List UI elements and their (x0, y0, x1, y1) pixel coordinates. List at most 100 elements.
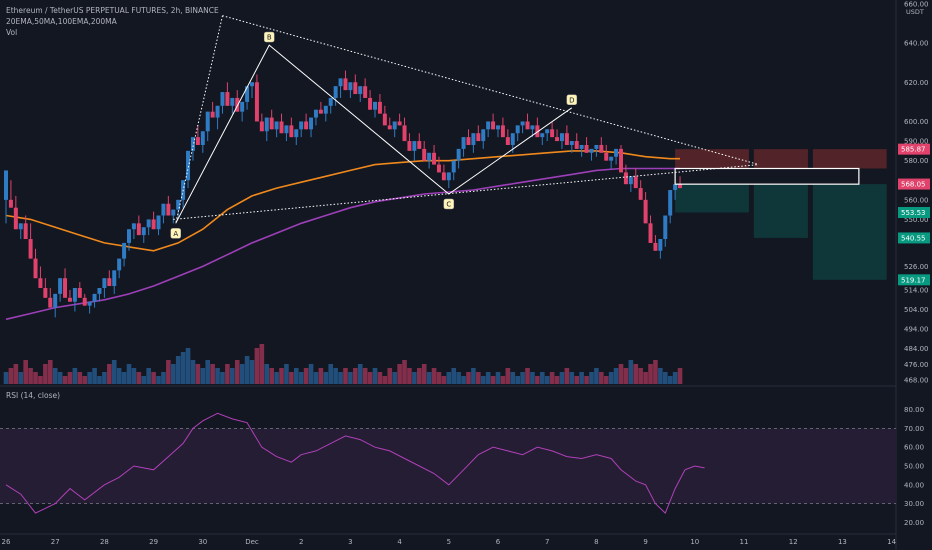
pattern-point-b-marker (263, 31, 275, 43)
candle (584, 144, 589, 153)
volume-bar (126, 364, 132, 384)
candle (559, 133, 564, 142)
x-tick-label: 9 (643, 538, 647, 546)
ma200-line (5, 167, 680, 321)
volume-bar (220, 372, 225, 384)
volume-bar (599, 372, 604, 384)
volume-bar (175, 356, 181, 384)
candle (363, 86, 368, 98)
stop-loss-zone (675, 149, 749, 169)
volume-bar (490, 376, 496, 384)
candle (333, 86, 338, 98)
volume-bar (421, 364, 427, 384)
rsi-line (5, 412, 705, 514)
candle (550, 129, 555, 138)
volume-bar (584, 376, 589, 384)
volume-bar (456, 372, 461, 384)
volume-bar (111, 360, 117, 384)
candle (313, 109, 318, 118)
volume-bar (87, 372, 92, 384)
candle (259, 121, 264, 132)
stop-loss-zone (812, 149, 887, 169)
candle (643, 199, 648, 224)
pattern-point-c-label: C (446, 200, 451, 208)
candle (72, 288, 77, 302)
x-tick-label: 28 (100, 538, 109, 546)
volume-bar (412, 372, 417, 384)
volume-bar (589, 372, 594, 384)
x-tick-label: 8 (594, 538, 598, 546)
volume-bar (574, 376, 580, 384)
volume-bar (161, 372, 166, 384)
candle (48, 297, 53, 308)
volume-bar (397, 364, 402, 384)
candle (13, 207, 18, 230)
candle (38, 278, 43, 288)
volume-bar (362, 368, 368, 384)
volume-bar (426, 372, 432, 384)
candle (343, 78, 348, 91)
volume-bar (293, 368, 299, 384)
volume-bar (244, 356, 250, 384)
candle (284, 125, 289, 134)
pattern-point-d-label: D (569, 96, 574, 104)
volume-bar (303, 368, 309, 384)
candle (161, 203, 166, 216)
candle (33, 258, 38, 279)
candle (279, 121, 284, 134)
candle (4, 170, 8, 200)
volume-bar (77, 372, 83, 384)
candle (579, 144, 584, 149)
pattern-point-b-label: B (267, 34, 272, 42)
candle (274, 121, 279, 130)
candle (82, 297, 87, 306)
candle (92, 293, 97, 302)
x-tick-label: 6 (496, 538, 501, 546)
volume-bar (269, 368, 274, 384)
volume-bar (530, 372, 535, 384)
volume-bar (471, 368, 476, 384)
candle (299, 121, 304, 130)
candle (623, 172, 628, 185)
volume-bar (328, 364, 334, 384)
candle (466, 137, 471, 145)
ema100-line (5, 150, 680, 252)
y-tick-label: 494.00 (904, 326, 929, 334)
candle (28, 239, 33, 259)
target-zone (753, 184, 808, 238)
candle (564, 133, 569, 145)
candle (353, 82, 358, 95)
candle (254, 82, 259, 122)
volume-bar (603, 376, 609, 384)
y-tick-label: 620.00 (904, 79, 929, 87)
volume-bar (377, 372, 383, 384)
x-tick-label: 13 (838, 538, 847, 546)
volume-bar (225, 364, 230, 384)
volume-bar (520, 372, 525, 384)
volume-bar (170, 364, 176, 384)
volume-bar (648, 364, 653, 384)
candle (205, 111, 210, 132)
candle (107, 278, 112, 287)
y-tick-label: 476.00 (904, 361, 929, 369)
volume-bar (200, 368, 206, 384)
candle (476, 133, 481, 142)
candle (614, 148, 619, 157)
candle (215, 105, 220, 118)
y-tick-label: 484.00 (904, 345, 929, 353)
x-tick-label: 7 (545, 538, 549, 546)
volume-bar (47, 360, 53, 384)
volume-bar (500, 376, 506, 384)
rsi-tick-label: 70.00 (904, 425, 924, 433)
volume-bar (323, 372, 329, 384)
volume-bar (539, 372, 545, 384)
candle (678, 184, 683, 189)
candle (673, 184, 678, 191)
candle (520, 121, 525, 126)
candle (323, 105, 328, 114)
volume-bar (495, 372, 501, 384)
volume-bar (190, 360, 196, 384)
volume-bar (461, 376, 466, 384)
volume-bar (313, 372, 319, 384)
